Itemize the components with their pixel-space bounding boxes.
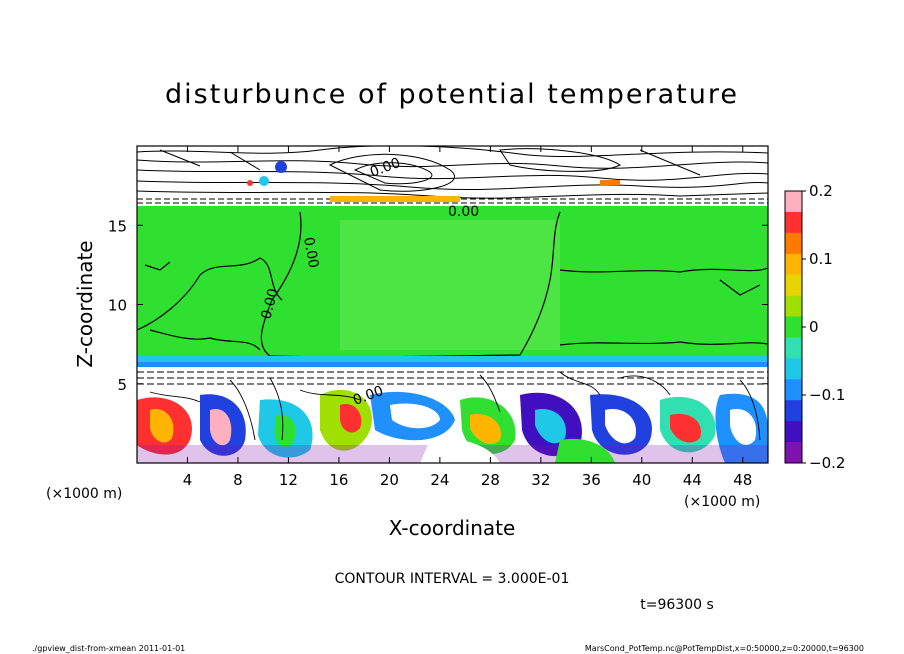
colorbar-swatch — [785, 421, 802, 443]
x-tick-label: 8 — [233, 471, 243, 489]
x-tick-label: 12 — [279, 471, 298, 489]
y-tick-label: 10 — [108, 297, 127, 315]
x-tick-label: 36 — [582, 471, 601, 489]
x-tick-label: 48 — [733, 471, 752, 489]
time-label: t=96300 s — [640, 597, 714, 613]
upper-contours — [137, 146, 768, 204]
footer-right: MarsCond_PotTemp.nc@PotTempDist,x=0:5000… — [585, 644, 864, 653]
y-tick-label: 5 — [117, 376, 127, 394]
x-tick-label: 28 — [481, 471, 500, 489]
colorbar — [784, 190, 803, 464]
colorbar-swatch — [785, 211, 802, 234]
contour-label: 0.00 — [448, 204, 479, 220]
lower-contours — [149, 371, 761, 441]
x-tick-label: 20 — [380, 471, 399, 489]
footer-left: ./gpview_dist-from-xmean 2011-01-01 — [32, 644, 185, 653]
colorbar-tick-label: −0.1 — [809, 386, 845, 404]
colorbar-swatch — [785, 379, 802, 401]
colorbar-swatch — [785, 316, 802, 338]
x-axis-label: X-coordinate — [389, 516, 516, 540]
colorbar-swatch — [785, 400, 802, 422]
x-tick-label: 16 — [329, 471, 348, 489]
lower-turbulence — [137, 389, 768, 463]
x-tick-label: 32 — [531, 471, 550, 489]
colorbar-tick-label: −0.2 — [809, 454, 845, 472]
x-tick-label: 24 — [430, 471, 449, 489]
transition-contours — [137, 371, 768, 385]
colorbar-swatch — [785, 232, 802, 255]
y-axis-label: Z-coordinate — [73, 240, 97, 367]
plot-area — [137, 146, 768, 463]
x-tick-label: 44 — [683, 471, 702, 489]
y-axis: 5 10 15 — [108, 217, 768, 394]
colorbar-swatch — [785, 295, 802, 318]
colorbar-ticks: 0.2 0.1 0 −0.1 −0.2 — [802, 182, 845, 472]
colorbar-swatch — [785, 337, 802, 359]
colorbar-swatch — [785, 358, 802, 380]
colorbar-tick-label: 0.1 — [809, 250, 833, 268]
x-unit-left: (×1000 m) — [46, 486, 122, 502]
transition-strip — [137, 356, 768, 362]
upper-blob-blue — [275, 161, 287, 173]
x-axis: 4 8 12 16 20 24 28 32 36 40 44 48 — [183, 146, 752, 489]
x-tick-label: 40 — [632, 471, 651, 489]
upper-strip-color-2 — [600, 180, 620, 185]
colorbar-swatch — [785, 442, 802, 464]
colorbar-swatch — [785, 191, 802, 213]
y-tick-label: 15 — [108, 217, 127, 235]
contour-label: 0.00 — [300, 236, 321, 269]
upper-strip-color — [330, 196, 460, 202]
colorbar-swatch — [785, 274, 802, 297]
upper-blob-red — [247, 180, 253, 186]
contour-labels: 0.00 0.00 0.00 0.00 0.00 — [258, 155, 479, 409]
colorbar-tick-label: 0.2 — [809, 182, 833, 200]
colorbar-tick-label: 0 — [809, 318, 819, 336]
chart-title: disturbunce of potential temperature — [165, 79, 739, 110]
middle-layer-light — [340, 220, 560, 350]
contour-label: 0.00 — [258, 287, 282, 321]
colorbar-swatch — [785, 253, 802, 276]
x-tick-label: 4 — [183, 471, 193, 489]
upper-blob-blue-2 — [259, 176, 269, 186]
transition-strip-dark — [137, 362, 768, 367]
contour-interval-label: CONTOUR INTERVAL = 3.000E-01 — [335, 571, 570, 587]
x-unit-right: (×1000 m) — [684, 494, 760, 510]
